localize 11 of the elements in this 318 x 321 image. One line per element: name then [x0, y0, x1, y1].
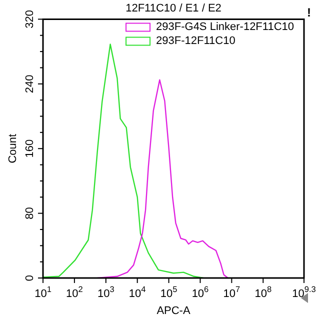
- y-tick-label: 320: [24, 10, 36, 28]
- y-tick-label: 240: [24, 74, 36, 94]
- legend-label: 293F-G4S Linker-12F11C10: [156, 21, 294, 34]
- y-tick-label: 80: [24, 207, 36, 220]
- y-axis-title: Count: [7, 134, 20, 164]
- text: !: [307, 6, 311, 20]
- legend-label: 293F-12F11C10: [156, 35, 236, 48]
- y-tick-label: 0: [24, 274, 36, 282]
- chart-title: 12F11C10 / E1 / E2: [126, 2, 222, 15]
- x-axis-title: APC-A: [156, 305, 191, 318]
- y-tick-label: 160: [24, 139, 36, 158]
